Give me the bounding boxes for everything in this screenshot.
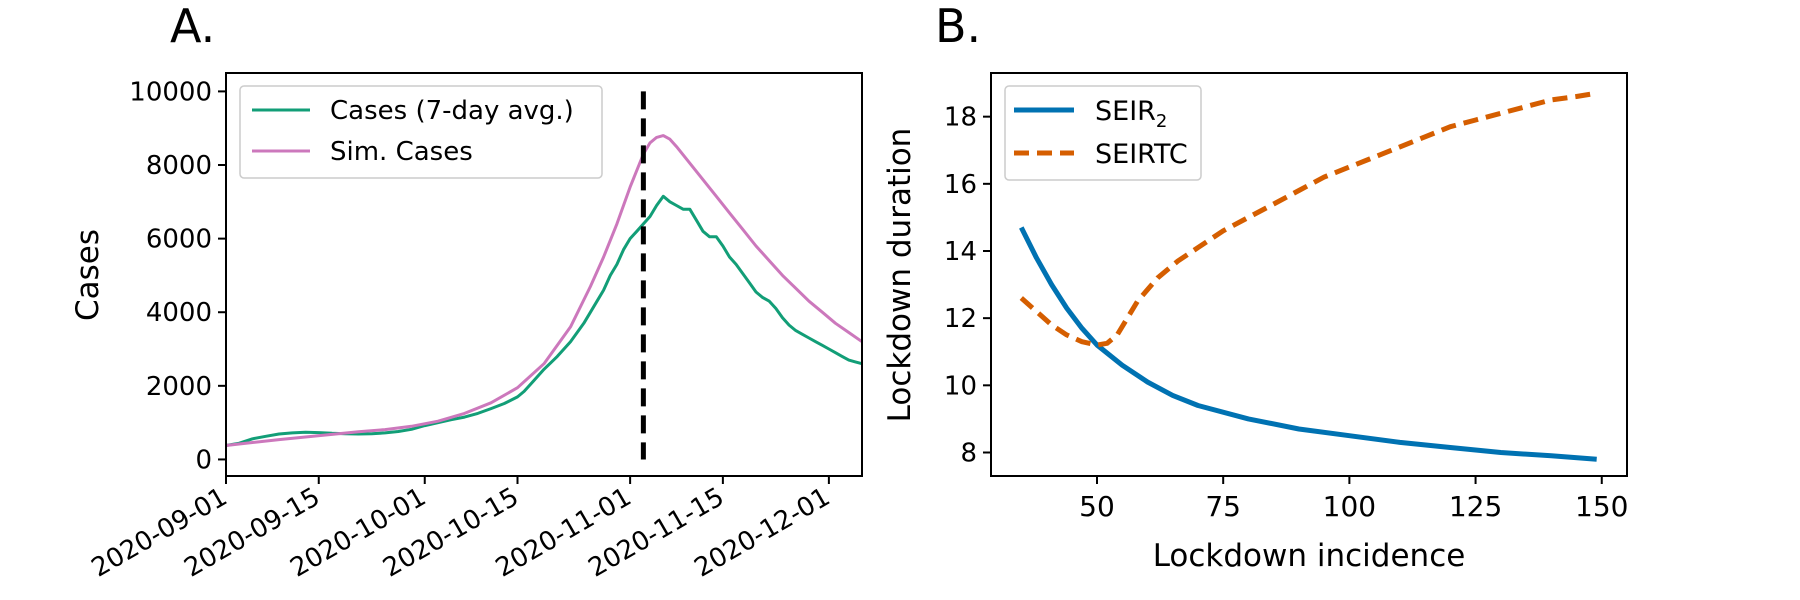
panel-b-legend: SEIR2 SEIRTC (1004, 85, 1202, 181)
legend-label-seir2-subscript: 2 (1156, 111, 1167, 132)
panel-a-series (225, 91, 863, 460)
panel-a-y-tick-label-4000: 4000 (146, 298, 212, 328)
legend-label-seir2-base: SEIR (1095, 96, 1156, 127)
panel-b-y-tick-label-16: 16 (944, 170, 977, 200)
panel-a-legend: Cases (7-day avg.) Sim. Cases (239, 85, 603, 179)
panel-b-x-tick-label-150: 150 (1575, 490, 1628, 523)
panel-b-y-tick-label-8: 8 (960, 438, 977, 468)
panel-b-y-tick-label-10: 10 (944, 371, 977, 401)
panel-b-label: B. (935, 0, 981, 53)
panel-b-x-axis-title: Lockdown incidence (1153, 538, 1466, 574)
panel-b-x-tick-label-125: 125 (1449, 490, 1502, 523)
panel-a-label: A. (170, 0, 215, 53)
panel-b-y-axis-title: Lockdown duration (882, 128, 918, 423)
legend-label-seir2: SEIR2 (1095, 96, 1167, 132)
panel-a-y-tick-label-10000: 10000 (129, 77, 212, 107)
legend-label-seirtc: SEIRTC (1095, 139, 1188, 170)
panel-a-frame (225, 72, 863, 477)
legend-label-sim-cases: Sim. Cases (330, 137, 473, 167)
panel-b-x-tick-label-75: 75 (1205, 490, 1241, 523)
panel-a-y-tick-label-0: 0 (195, 445, 212, 475)
panel-b-x-tick-label-100: 100 (1323, 490, 1376, 523)
panel-b-ticks: 8 10 12 14 16 18 50 75 100 125 150 (944, 103, 1629, 523)
panel-b-y-tick-label-14: 14 (944, 237, 977, 267)
panel-b-y-tick-label-12: 12 (944, 304, 977, 334)
panel-a-y-tick-label-6000: 6000 (146, 225, 212, 255)
panel-b-frame (990, 72, 1628, 477)
series-line-seir2 (1019, 226, 1597, 462)
panel-b-chart: B. 8 10 12 14 16 18 50 75 100 125 150 Lockdown inc… (882, 0, 1628, 574)
panel-b-y-tick-label-18: 18 (944, 103, 977, 133)
panel-a-chart: A. 02000400060008000100002020-09-012020-… (70, 0, 863, 584)
panel-a-y-tick-label-2000: 2000 (146, 372, 212, 402)
series-line-sim-cases (225, 134, 863, 447)
panel-a-y-axis-title: Cases (70, 229, 106, 321)
legend-label-cases: Cases (7-day avg.) (330, 96, 574, 126)
panel-b-series (1019, 90, 1598, 462)
panel-a-legend-box (239, 85, 603, 179)
panel-a-y-tick-label-8000: 8000 (146, 151, 212, 181)
series-line-cases-7-day-avg (225, 194, 863, 447)
panel-b-x-tick-label-50: 50 (1079, 490, 1115, 523)
